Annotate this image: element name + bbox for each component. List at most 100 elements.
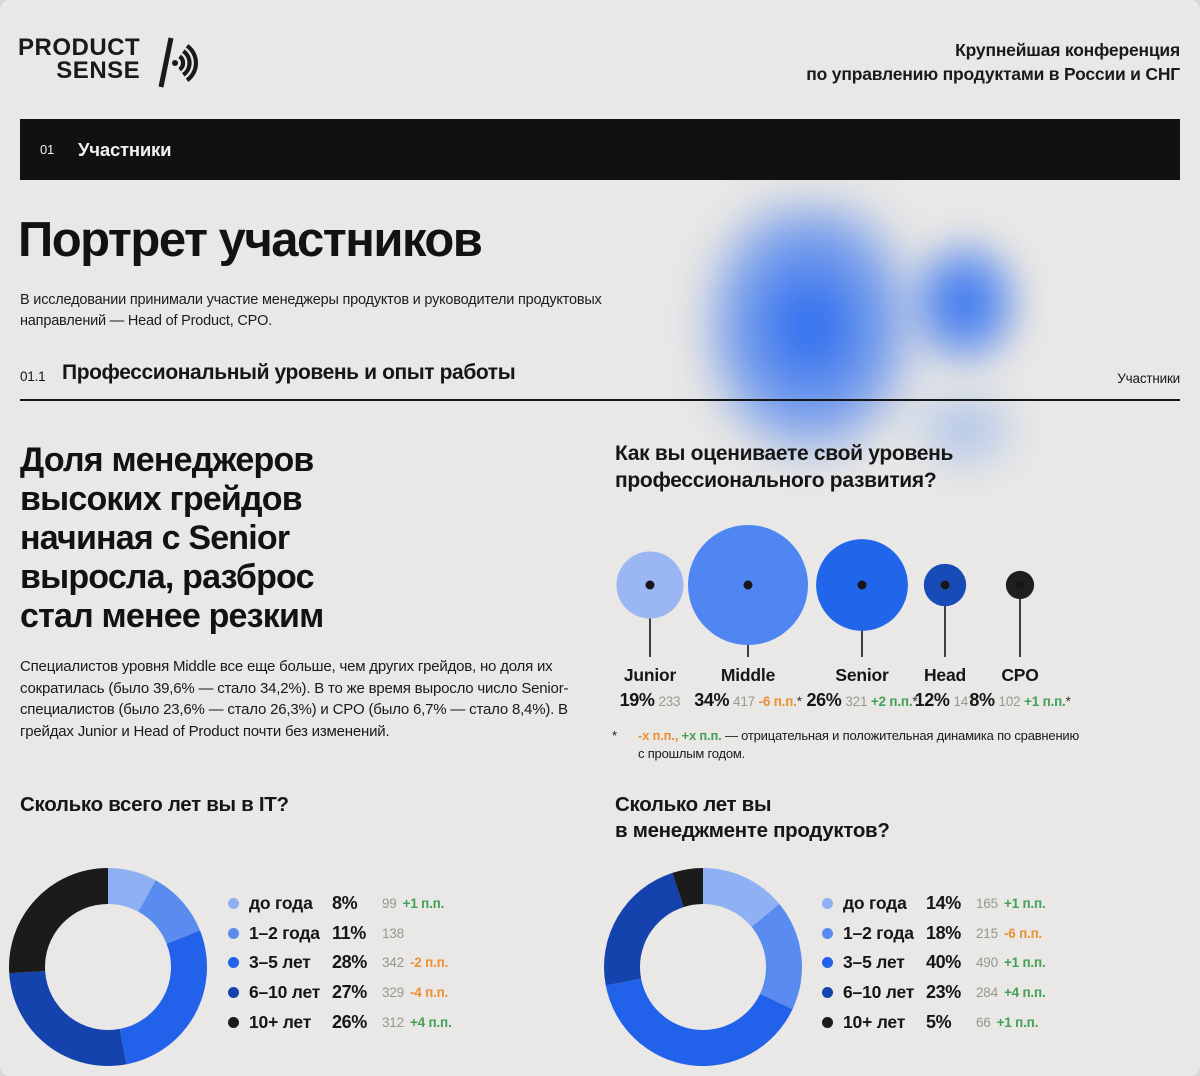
- legend-label: 1–2 года: [843, 922, 914, 943]
- donut-slice: [604, 872, 684, 986]
- legend-dot: [228, 957, 239, 969]
- legend-change: +4 п.п.: [1003, 985, 1046, 1001]
- legend-count: 329: [382, 985, 404, 1001]
- donut-slice: [119, 930, 207, 1065]
- grades-heading-line: выросла, разброс: [20, 558, 314, 596]
- bubble-center-dot: [940, 580, 950, 590]
- legend-pct: 18%: [926, 922, 961, 943]
- bubble-change: +1 п.п.: [1024, 694, 1066, 709]
- grades-heading-line: высоких грейдов: [20, 480, 303, 518]
- bubble-category: Junior: [623, 665, 677, 685]
- conference-tagline: Крупнейшая конференция по управлению про…: [806, 38, 1180, 86]
- legend-count: 215: [976, 925, 998, 941]
- donut-slice: [605, 978, 793, 1066]
- legend-count: 312: [382, 1014, 404, 1030]
- legend-label: 10+ лет: [843, 1011, 906, 1032]
- bubble-chart-question: Как вы оцениваете свой уровень профессио…: [615, 440, 953, 494]
- donut-it-title: Сколько всего лет вы в IT?: [20, 793, 289, 816]
- legend-dot: [228, 898, 239, 910]
- tagline-line1: Крупнейшая конференция: [955, 40, 1180, 60]
- bubble-label: Head 12% 147: [915, 665, 976, 711]
- donut-slice: [751, 903, 802, 1010]
- footnote-marker: *: [1065, 694, 1071, 709]
- legend-label: до года: [843, 893, 907, 914]
- legend-change: -6 п.п.: [1003, 925, 1043, 941]
- footnote-text-line2: с прошлым годом.: [638, 745, 746, 761]
- section-number: 01: [40, 142, 55, 157]
- subsection-right-label: Участники: [1117, 371, 1180, 386]
- legend-label: 6–10 лет: [249, 982, 321, 1003]
- legend-change: +1 п.п.: [996, 1014, 1039, 1030]
- footnote-positive-example: +х п.п.: [681, 728, 722, 743]
- bubble-label: Middle 34% 417 -6 п.п.*: [694, 665, 802, 711]
- bubble-count: 147: [953, 694, 976, 709]
- grades-heading-line: Доля менеджеров: [20, 441, 314, 479]
- logo-line-product: PRODUCT: [18, 34, 141, 61]
- footnote-star: *: [612, 728, 617, 743]
- sound-wave-icon: [158, 37, 199, 88]
- logo-line-sense: SENSE: [56, 57, 141, 84]
- donut-chart-pm: [604, 868, 802, 1066]
- bubble-pct: 8%: [969, 690, 995, 710]
- donut-pm-title-line2: в менеджменте продуктов?: [615, 819, 890, 842]
- bubble-chart: [616, 524, 1035, 657]
- legend-pct: 14%: [926, 893, 961, 914]
- legend-row: 10+ лет 26% 312 +4 п.п.: [228, 1007, 588, 1037]
- bubble-change: -6 п.п.: [758, 694, 797, 709]
- legend-dot: [822, 957, 833, 969]
- legend-row: до года 8% 99 +1 п.п.: [228, 889, 588, 919]
- legend-dot: [228, 1016, 239, 1028]
- footnote-marker: *: [796, 694, 802, 709]
- tagline-line2: по управлению продуктами в России и СНГ: [806, 64, 1180, 84]
- bubble-pct: 26%: [806, 690, 842, 710]
- bubble-category: Senior: [835, 665, 889, 685]
- bubble-count: 233: [658, 694, 681, 709]
- legend-label: 3–5 лет: [843, 952, 905, 973]
- bubble-label: CPO 8% 102 +1 п.п.*: [969, 665, 1071, 711]
- legend-pct: 5%: [926, 1011, 952, 1032]
- page-subtitle: В исследовании принимали участие менедже…: [20, 292, 602, 329]
- footnote-marker: *: [912, 694, 918, 709]
- legend-change: +1 п.п.: [1003, 955, 1046, 971]
- bubble-label: Senior 26% 321 +2 п.п.*: [807, 665, 918, 711]
- legend-count: 284: [976, 985, 998, 1001]
- legend-pct: 40%: [926, 952, 961, 973]
- legend-label: до года: [249, 893, 313, 914]
- legend-dot: [822, 898, 833, 910]
- legend-label: 6–10 лет: [843, 982, 915, 1003]
- legend-row: 3–5 лет 40% 490 +1 п.п.: [822, 948, 1182, 978]
- legend-dot: [822, 987, 833, 999]
- logo-wordmark: PRODUCT SENSE: [18, 34, 141, 84]
- bubble-center-dot: [857, 580, 867, 590]
- legend-pct: 26%: [332, 1011, 367, 1032]
- bubble-center-dot: [645, 580, 655, 590]
- legend-row: 1–2 года 11% 138: [228, 919, 588, 949]
- bubble-count: 102: [998, 694, 1021, 709]
- bubble-category: Middle: [720, 665, 776, 685]
- legend-label: 1–2 года: [249, 922, 320, 943]
- section-bar: 01 Участники: [20, 119, 1180, 180]
- subsection-number: 01.1: [20, 369, 46, 384]
- grades-heading-line: начиная с Senior: [20, 519, 290, 557]
- legend-label: 10+ лет: [249, 1011, 312, 1032]
- donut-slice: [9, 970, 127, 1066]
- bubble-count: 417: [733, 694, 755, 709]
- bubble-pct: 12%: [914, 690, 950, 710]
- question-line1: Как вы оцениваете свой уровень: [615, 442, 954, 465]
- legend-count: 342: [382, 955, 404, 971]
- donut-slice: [108, 868, 156, 912]
- donut-slice: [8, 868, 108, 974]
- blue-blur-blob-large: [693, 198, 927, 470]
- bubble-category: CPO: [1001, 665, 1039, 685]
- legend-count: 66: [976, 1014, 991, 1030]
- legend-count: 165: [976, 896, 998, 912]
- legend-dot: [822, 927, 833, 939]
- blue-blur-blob-small: [903, 233, 1027, 373]
- legend-pct: 27%: [332, 982, 367, 1003]
- grades-paragraph: Специалистов уровня Middle все еще больш…: [20, 658, 569, 740]
- legend-count: 490: [976, 955, 998, 971]
- legend-dot: [228, 987, 239, 999]
- legend-change: -4 п.п.: [409, 985, 449, 1001]
- bubble-pct: 19%: [619, 690, 655, 710]
